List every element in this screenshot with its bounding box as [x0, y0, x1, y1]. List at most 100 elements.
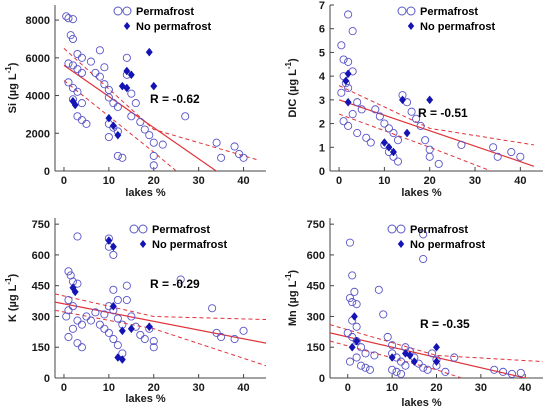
permafrost-point: [493, 152, 502, 161]
lower-confidence-line: [338, 113, 493, 171]
permafrost-point: [86, 57, 95, 66]
permafrost-point: [366, 138, 375, 147]
no-permafrost-point: [344, 97, 352, 107]
permafrost-point: [423, 365, 432, 374]
y-axis-label: DIC (µg L-1): [284, 58, 299, 118]
y-tick-label: 0: [44, 166, 50, 178]
data-points: [62, 12, 248, 170]
no-permafrost-point: [118, 81, 126, 91]
x-axis-label: lakes %: [401, 187, 442, 199]
y-tick-label: 300: [307, 311, 325, 323]
y-tick-label: 6000: [26, 53, 50, 65]
no-permafrost-point: [123, 66, 131, 76]
permafrost-point: [77, 116, 86, 125]
regression-line: [63, 64, 218, 171]
permafrost-point: [127, 89, 136, 98]
permafrost-point: [77, 320, 86, 329]
no-permafrost-point: [403, 128, 411, 138]
permafrost-point: [217, 332, 226, 342]
permafrost-point: [348, 271, 357, 280]
no-permafrost-point: [398, 95, 407, 105]
permafrost-point: [118, 153, 127, 162]
permafrost-point: [104, 85, 113, 94]
permafrost-point: [344, 57, 353, 66]
permafrost-point: [365, 365, 374, 374]
permafrost-point: [337, 88, 346, 97]
permafrost-point: [507, 369, 516, 378]
no-permafrost-point: [348, 342, 356, 352]
permafrost-point: [73, 339, 82, 348]
legend-marker-circle: [113, 6, 123, 16]
no-permafrost-point: [123, 83, 131, 93]
y-tick-label: 3: [319, 95, 325, 107]
permafrost-point: [77, 53, 86, 62]
permafrost-point: [353, 129, 362, 138]
permafrost-point: [353, 98, 362, 107]
permafrost-point: [73, 87, 82, 96]
permafrost-point: [507, 147, 516, 157]
permafrost-point: [337, 41, 346, 50]
legend: Permafrost No permafrost: [113, 6, 212, 33]
permafrost-point: [208, 304, 217, 313]
no-permafrost-point: [353, 336, 361, 346]
permafrost-point: [149, 161, 158, 170]
permafrost-point: [230, 334, 239, 344]
y-axis-label: Si (µg L-1): [4, 62, 19, 113]
permafrost-point: [348, 27, 357, 36]
no-permafrost-point: [118, 355, 126, 364]
legend-entry: Permafrost: [152, 224, 210, 236]
permafrost-point: [113, 296, 122, 305]
legend-marker-circle: [387, 224, 397, 234]
permafrost-point: [113, 102, 122, 111]
permafrost-point: [100, 80, 109, 89]
permafrost-point: [371, 105, 380, 114]
permafrost-point: [104, 132, 113, 142]
permafrost-point: [401, 361, 410, 370]
no-permafrost-point: [388, 353, 396, 362]
correlation-label: R = -0.62: [150, 92, 200, 106]
no-permafrost-point: [114, 130, 122, 140]
permafrost-point: [212, 138, 221, 147]
no-permafrost-point: [118, 326, 126, 336]
permafrost-point: [104, 328, 113, 337]
permafrost-point: [100, 63, 109, 72]
permafrost-point: [344, 121, 353, 130]
regression-fit: [338, 85, 535, 171]
y-tick-label: 2: [319, 119, 325, 131]
no-permafrost-point: [350, 312, 358, 321]
permafrost-point: [352, 300, 361, 309]
x-tick-label: 30: [193, 175, 205, 187]
permafrost-point: [91, 308, 100, 317]
permafrost-point: [388, 365, 397, 374]
permafrost-point: [64, 267, 73, 276]
x-axis-label: lakes %: [125, 187, 166, 199]
y-tick-label: 2000: [26, 128, 50, 140]
permafrost-point: [374, 285, 383, 294]
y-tick-label: 4: [319, 71, 326, 83]
permafrost-point: [73, 65, 82, 74]
no-permafrost-point: [109, 242, 117, 252]
y-tick-label: 0: [319, 373, 325, 385]
permafrost-point: [339, 117, 348, 126]
x-tick-label: 0: [336, 175, 342, 187]
x-tick-label: 40: [237, 382, 249, 394]
permafrost-point: [489, 143, 498, 152]
permafrost-point: [100, 324, 109, 333]
permafrost-point: [380, 119, 389, 128]
no-permafrost-point: [105, 113, 113, 123]
permafrost-point: [348, 110, 357, 119]
permafrost-point: [140, 334, 149, 344]
no-permafrost-point: [71, 287, 79, 297]
legend-entry: Permafrost: [136, 6, 194, 18]
permafrost-point: [344, 10, 353, 19]
permafrost-point: [384, 124, 393, 133]
permafrost-point: [62, 12, 71, 21]
no-permafrost-point: [432, 357, 441, 366]
permafrost-point: [113, 314, 122, 323]
legend-marker-circle: [396, 224, 406, 234]
permafrost-point: [140, 125, 149, 134]
y-tick-label: 450: [32, 281, 50, 293]
permafrost-point: [68, 61, 78, 70]
y-tick-label: 600: [307, 250, 325, 262]
